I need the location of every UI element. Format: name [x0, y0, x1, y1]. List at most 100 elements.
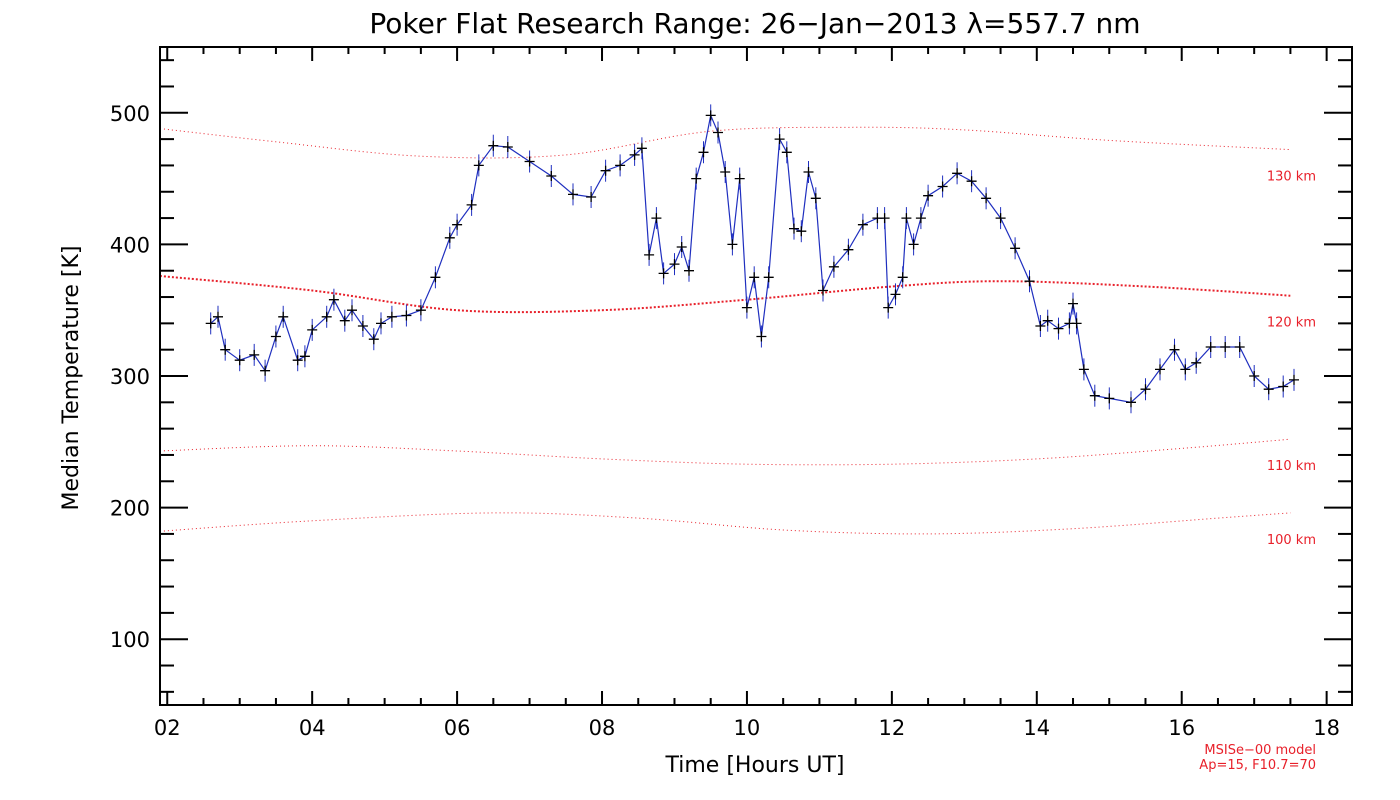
data-point [339, 315, 350, 326]
data-point [1024, 276, 1035, 287]
data-point [1089, 390, 1100, 401]
data-point [1053, 323, 1064, 334]
plot-frame [159, 46, 1353, 706]
data-point [1169, 344, 1180, 355]
data-point [220, 344, 231, 355]
model-label-130-km: 130 km [1267, 170, 1316, 185]
data-point [629, 149, 640, 160]
data-point [1042, 315, 1053, 326]
y-tick-label: 100 [110, 628, 150, 652]
data-point [234, 355, 245, 366]
x-tick-label: 14 [1023, 716, 1050, 740]
x-tick-label: 10 [734, 716, 761, 740]
data-point [1278, 381, 1289, 392]
data-point [1234, 342, 1245, 352]
data-point [789, 223, 799, 234]
data-point [952, 168, 963, 179]
data-point [347, 305, 357, 316]
data-point [923, 190, 934, 201]
data-point [636, 143, 647, 154]
data-point [749, 272, 760, 283]
data-point [213, 311, 223, 322]
series-line [210, 113, 1295, 403]
model-label-110-km: 110 km [1267, 459, 1316, 474]
data-point [328, 294, 339, 305]
data-point [734, 173, 745, 184]
model-curve-100-km [159, 512, 1291, 535]
data-point [307, 324, 318, 335]
data-point [401, 310, 412, 321]
data-point [676, 242, 687, 252]
data-point [810, 193, 821, 204]
data-point [774, 134, 785, 145]
data-point [452, 219, 463, 230]
model-label-120-km: 120 km [1267, 316, 1316, 331]
model-note-line-1: MSISe−00 model [1204, 743, 1316, 758]
data-point [691, 173, 702, 184]
data-point [524, 156, 535, 167]
data-point [466, 199, 477, 210]
data-point [488, 140, 499, 151]
x-tick-label: 08 [589, 716, 616, 740]
data-point [756, 331, 767, 342]
x-tick-label: 12 [879, 716, 906, 740]
data-point [1126, 397, 1136, 408]
data-point [879, 213, 890, 224]
model-curve-130-km [159, 126, 1291, 159]
y-tick-label: 500 [110, 102, 150, 126]
x-axis-label: Time [Hours UT] [665, 753, 845, 778]
data-point [763, 272, 774, 283]
data-point [1104, 393, 1115, 404]
y-tick-label: 300 [110, 365, 150, 389]
data-point [357, 321, 368, 331]
data-point [651, 213, 662, 224]
data-point [1010, 243, 1021, 254]
data-point [615, 160, 626, 171]
data-point [698, 147, 709, 158]
x-tick-label: 18 [1313, 716, 1340, 740]
model-label-100-km: 100 km [1267, 533, 1316, 548]
data-point [270, 331, 281, 342]
data-point [644, 249, 655, 260]
data-point [915, 213, 926, 224]
data-point [890, 289, 901, 300]
model-note-line-2: Ap=15, F10.7=70 [1199, 758, 1316, 773]
data-point [386, 311, 397, 322]
y-tick-label: 200 [110, 497, 150, 521]
data-point [1249, 371, 1260, 381]
data-point [1263, 384, 1274, 395]
data-point [796, 226, 807, 237]
data-point [1035, 321, 1046, 331]
y-axis-label: Median Temperature [K] [59, 246, 84, 511]
data-point [1220, 342, 1231, 352]
data-point [741, 302, 752, 313]
data-point [568, 189, 578, 200]
x-tick-label: 02 [154, 716, 181, 740]
data-point [299, 351, 310, 362]
data-point [368, 334, 379, 345]
data-point [901, 213, 912, 224]
data-point [321, 311, 332, 322]
data-point [857, 219, 868, 230]
data-point [995, 213, 1006, 224]
data-point [981, 193, 992, 204]
x-tick-label: 16 [1168, 716, 1195, 740]
data-point [444, 232, 455, 243]
model-curve-110-km [159, 438, 1291, 466]
model-curve-120-km [159, 275, 1291, 314]
data-series [205, 104, 1299, 414]
data-point [803, 167, 814, 177]
data-point [966, 176, 977, 187]
data-point [705, 110, 716, 121]
data-point [249, 349, 260, 360]
data-point [1155, 364, 1165, 375]
data-point [1140, 384, 1151, 395]
chart-title: Poker Flat Research Range: 26−Jan−2013 λ… [369, 7, 1140, 40]
x-tick-label: 04 [299, 716, 326, 740]
data-point [292, 355, 303, 366]
data-point [818, 285, 828, 296]
data-point [502, 142, 513, 152]
data-point [546, 171, 557, 181]
data-point [1191, 357, 1202, 368]
